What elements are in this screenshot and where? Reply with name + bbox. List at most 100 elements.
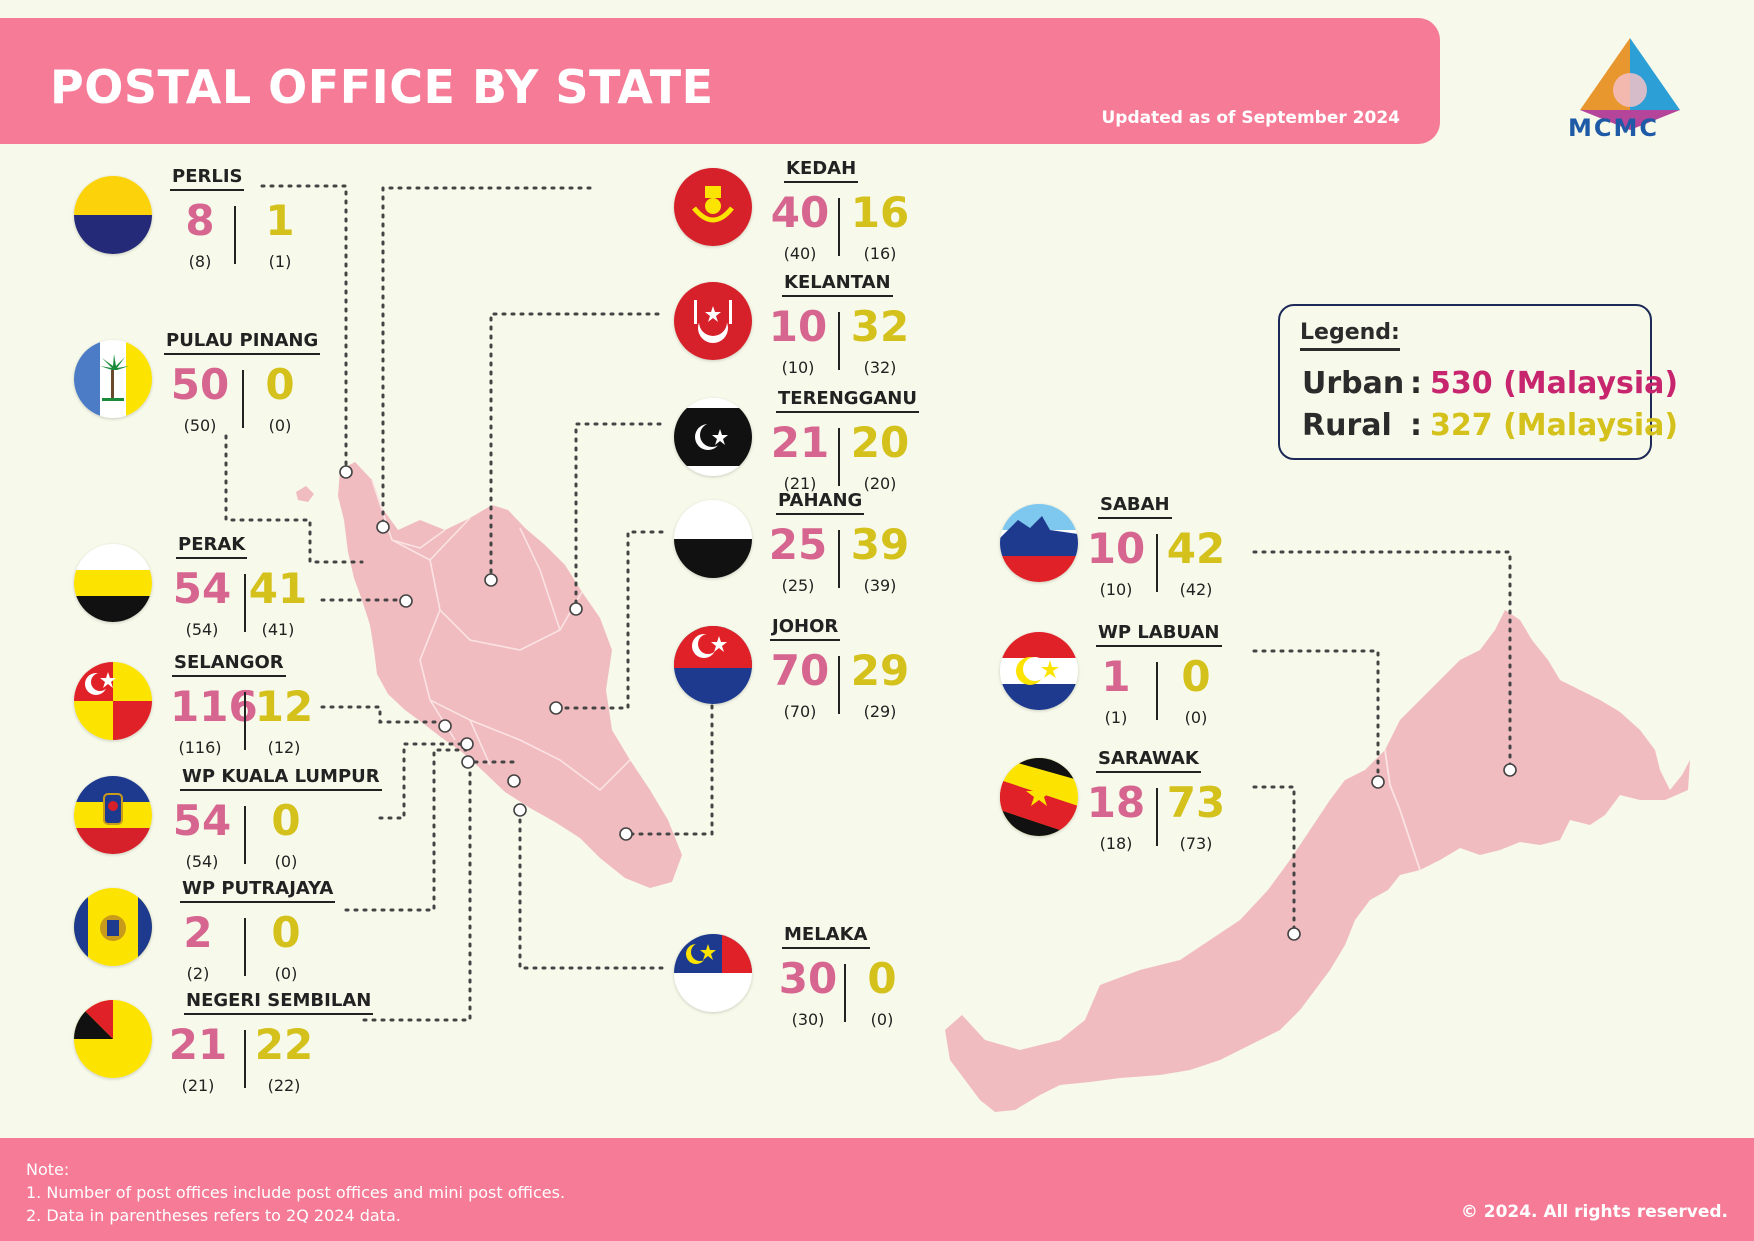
state-name: SABAH [1098, 494, 1172, 519]
urban-prev-count: (30) [791, 1010, 825, 1029]
header-banner: POSTAL OFFICE BY STATE Updated as of Sep… [0, 18, 1440, 144]
urban-prev-count: (50) [183, 416, 217, 435]
state-name: JOHOR [770, 616, 841, 641]
copyright: © 2024. All rights reserved. [1460, 1202, 1728, 1222]
peninsular-malaysia-shape [338, 462, 682, 888]
urban-count: 10 [768, 302, 828, 351]
count-separator [244, 806, 246, 864]
rural-prev-count: (20) [863, 474, 897, 493]
sarawak-flag-icon [1000, 758, 1078, 836]
state-name: WP PUTRAJAYA [180, 878, 336, 903]
borneo-shape [945, 610, 1690, 1112]
rural-prev-count: (73) [1179, 834, 1213, 853]
perlis-flag-icon [74, 176, 152, 254]
urban-prev-count: (2) [186, 964, 210, 983]
count-separator [844, 964, 846, 1022]
kedah-flag-icon [674, 168, 752, 246]
urban-prev-count: (40) [783, 244, 817, 263]
urban-count: 25 [768, 520, 828, 569]
state-name: SARAWAK [1096, 748, 1201, 773]
legend-rural-row: Rural:327 (Malaysia) [1302, 408, 1678, 443]
rural-prev-count: (32) [863, 358, 897, 377]
state-name: PERLIS [170, 166, 245, 191]
legend-title: Legend: [1300, 320, 1400, 351]
state-name: PAHANG [776, 490, 865, 515]
urban-count: 116 [170, 682, 258, 731]
legend-rural-value: 327 (Malaysia) [1430, 408, 1679, 443]
sabah-flag-icon [1000, 504, 1078, 582]
legend-rural-label: Rural [1302, 408, 1392, 443]
urban-count: 54 [172, 796, 232, 845]
urban-count: 2 [183, 908, 213, 957]
urban-count: 70 [770, 646, 830, 695]
urban-prev-count: (54) [185, 620, 219, 639]
state-name: TERENGGANU [776, 388, 919, 413]
rural-prev-count: (16) [863, 244, 897, 263]
rural-count: 16 [850, 188, 910, 237]
count-separator [838, 198, 840, 256]
state-name: MELAKA [782, 924, 870, 949]
footer-banner: Note: 1. Number of post offices include … [0, 1138, 1754, 1241]
urban-prev-count: (21) [181, 1076, 215, 1095]
rural-prev-count: (39) [863, 576, 897, 595]
rural-count: 0 [1181, 652, 1211, 701]
updated-date: Updated as of September 2024 [1101, 108, 1401, 128]
urban-prev-count: (10) [1099, 580, 1133, 599]
state-name: KELANTAN [782, 272, 893, 297]
urban-count: 1 [1101, 652, 1131, 701]
urban-prev-count: (10) [781, 358, 815, 377]
note-2: 2. Data in parentheses refers to 2Q 2024… [26, 1206, 401, 1225]
rural-prev-count: (22) [267, 1076, 301, 1095]
count-separator [838, 530, 840, 588]
rural-count: 29 [850, 646, 910, 695]
urban-count: 21 [168, 1020, 228, 1069]
count-separator [1156, 662, 1158, 720]
terengganu-flag-icon [674, 398, 752, 476]
rural-prev-count: (29) [863, 702, 897, 721]
rural-prev-count: (0) [1184, 708, 1208, 727]
state-name: PULAU PINANG [164, 330, 321, 355]
state-name: SELANGOR [172, 652, 286, 677]
state-name: NEGERI SEMBILAN [184, 990, 374, 1015]
melaka-flag-icon [674, 934, 752, 1012]
wp-putrajaya-flag-icon [74, 888, 152, 966]
urban-prev-count: (18) [1099, 834, 1133, 853]
count-separator [1156, 788, 1158, 846]
urban-prev-count: (21) [783, 474, 817, 493]
state-name: WP KUALA LUMPUR [180, 766, 382, 791]
wp-labuan-flag-icon [1000, 632, 1078, 710]
rural-count: 0 [265, 360, 295, 409]
rural-count: 41 [248, 564, 308, 613]
pahang-flag-icon [674, 500, 752, 578]
rural-count: 22 [254, 1020, 314, 1069]
rural-count: 0 [271, 796, 301, 845]
rural-count: 39 [850, 520, 910, 569]
wp-kuala-lumpur-flag-icon [74, 776, 152, 854]
kelantan-flag-icon [674, 282, 752, 360]
urban-prev-count: (1) [1104, 708, 1128, 727]
rural-count: 20 [850, 418, 910, 467]
urban-prev-count: (54) [185, 852, 219, 871]
rural-prev-count: (1) [268, 252, 292, 271]
rural-prev-count: (0) [274, 852, 298, 871]
state-name: WP LABUAN [1096, 622, 1222, 647]
selangor-flag-icon [74, 662, 152, 740]
count-separator [838, 312, 840, 370]
urban-prev-count: (8) [188, 252, 212, 271]
state-name: PERAK [176, 534, 248, 559]
count-separator [838, 428, 840, 486]
urban-count: 40 [770, 188, 830, 237]
note-1: 1. Number of post offices include post o… [26, 1183, 566, 1202]
page-title: POSTAL OFFICE BY STATE [50, 60, 714, 114]
legend-urban-value: 530 (Malaysia) [1430, 366, 1679, 401]
legend-urban-row: Urban:530 (Malaysia) [1302, 366, 1678, 401]
rural-prev-count: (12) [267, 738, 301, 757]
negeri-sembilan-flag-icon [74, 1000, 152, 1078]
rural-prev-count: (42) [1179, 580, 1213, 599]
johor-flag-icon [674, 626, 752, 704]
state-name: KEDAH [784, 158, 859, 183]
rural-prev-count: (0) [274, 964, 298, 983]
rural-count: 1 [265, 196, 295, 245]
count-separator [234, 206, 236, 264]
